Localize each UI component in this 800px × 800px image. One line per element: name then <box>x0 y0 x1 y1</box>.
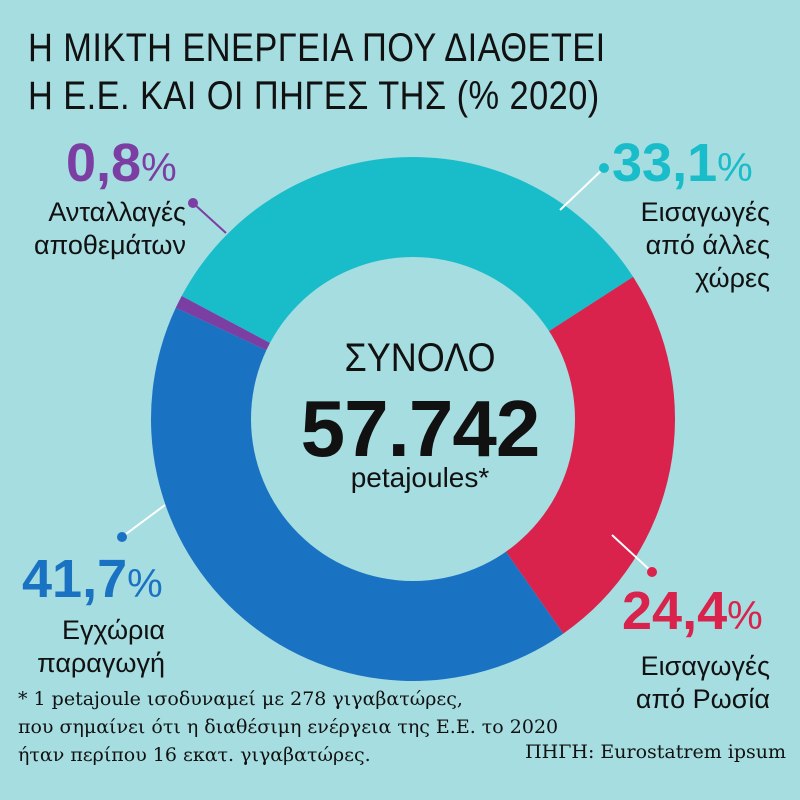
slice-value-stock-exchanges: 0,8% <box>66 133 177 193</box>
donut-hole <box>251 257 575 581</box>
chart-title-line-1: Η ΜΙΚΤΗ ΕΝΕΡΓΕΙΑ ΠΟΥ ΔΙΑΘΕΤΕΙ <box>28 26 606 70</box>
leader-imports-russia-line <box>611 534 653 573</box>
slice-label-imports-other: Εισαγωγές από άλλες χώρες <box>640 197 770 293</box>
slice-label-domestic: Εγχώρια παραγωγή <box>37 615 165 678</box>
leader-stock-exchanges-dot <box>188 198 198 208</box>
leader-imports-other-dot <box>599 163 609 173</box>
slice-value-imports-other: 33,1% <box>612 133 753 193</box>
slice-label-imports-russia: Εισαγωγές από Ρωσία <box>635 651 770 714</box>
chart-title-line-2: Η Ε.Ε. ΚΑΙ ΟΙ ΠΗΓΕΣ ΤΗΣ (% 2020) <box>28 74 600 118</box>
slice-value-imports-russia: 24,4% <box>622 581 763 641</box>
center-total: 57.742 <box>300 384 541 473</box>
leader-imports-other-line <box>559 167 605 211</box>
leader-domestic-dot <box>117 532 127 542</box>
leader-imports-russia-dot <box>647 567 657 577</box>
leader-domestic-line <box>121 504 166 538</box>
source-note: ΠΗΓΗ: Eurostatrem ipsum <box>525 741 786 763</box>
center-heading: ΣΥΝΟΛΟ <box>344 336 496 380</box>
footnote-line-1: * 1 petajoule ισοδυναμεί με 278 γιγαβατώ… <box>18 688 463 710</box>
leader-stock-exchanges-line <box>192 202 227 234</box>
center-unit: petajoules* <box>350 462 490 493</box>
slice-value-domestic: 41,7% <box>22 549 163 609</box>
footnote-line-3: ήταν περίπου 16 εκατ. γιγαβατώρες. <box>18 744 371 766</box>
slice-label-stock-exchanges: Ανταλλαγές αποθεμάτων <box>34 197 186 260</box>
footnote-line-2: που σημαίνει ότι η διαθέσιμη ενέργεια τη… <box>18 716 559 738</box>
